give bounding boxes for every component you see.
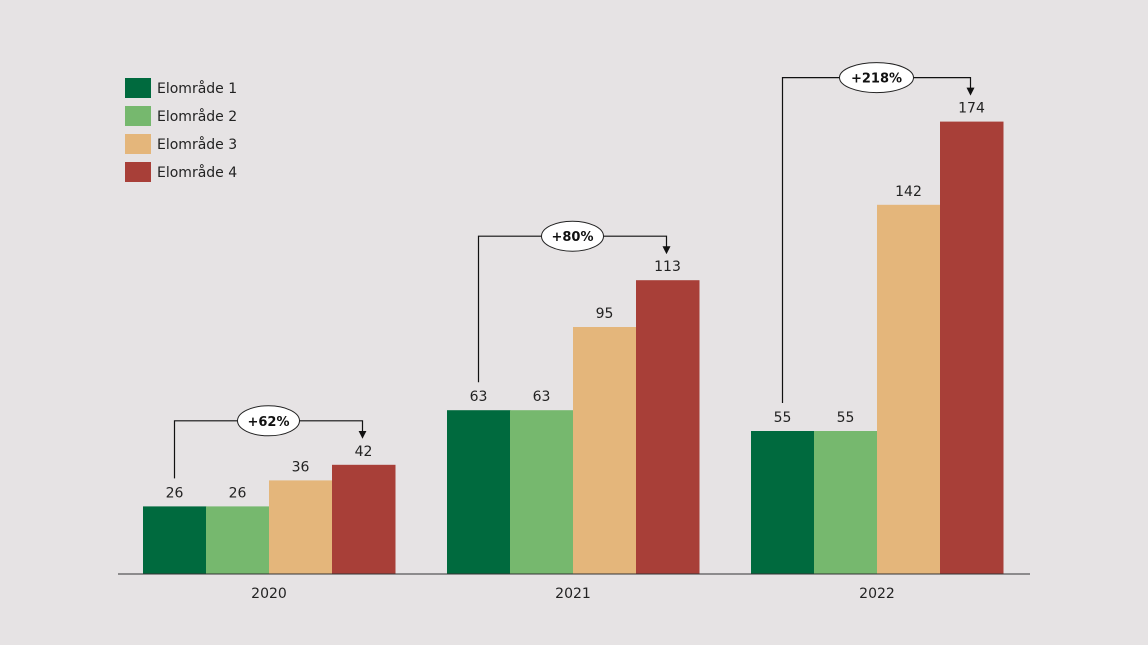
increase-label: +80% <box>551 230 593 245</box>
value-label-2020-series-2: 26 <box>229 485 247 501</box>
increase-annotation-2022: +218% <box>781 62 975 403</box>
legend-label-series-4: Elområde 4 <box>157 164 237 181</box>
value-label-2021-series-1: 63 <box>470 389 488 405</box>
increase-label: +218% <box>851 72 902 87</box>
increase-badge <box>839 62 914 94</box>
value-label-2021-series-2: 63 <box>533 389 551 405</box>
bar-2022-series-2 <box>814 431 878 574</box>
increase-annotation-2020: +62% <box>173 405 367 479</box>
legend: Elområde 1 Elområde 2 Elområde 3 Elområde 4 <box>125 78 237 182</box>
bar-2022-series-1 <box>751 431 815 574</box>
annotations: +62% +80% +218% <box>173 62 975 479</box>
value-label-2022-series-1: 55 <box>774 410 792 426</box>
value-label-2021-series-3: 95 <box>596 306 614 322</box>
legend-label-series-3: Elområde 3 <box>157 136 237 153</box>
increase-badge <box>237 405 300 437</box>
value-label-2021-series-4: 113 <box>654 259 681 275</box>
bar-2020-series-4 <box>332 464 396 574</box>
value-labels: 26 26 36 42 63 63 95 113 55 55 142 174 <box>166 101 985 502</box>
increase-annotation-2021: +80% <box>477 220 671 383</box>
legend-swatch-series-2 <box>125 106 151 126</box>
bar-2021-series-1 <box>447 410 511 574</box>
x-tick-label-2022: 2022 <box>859 586 895 602</box>
value-label-2022-series-3: 142 <box>895 184 922 200</box>
bar-2020-series-3 <box>269 480 333 574</box>
legend-swatch-series-4 <box>125 162 151 182</box>
legend-label-series-2: Elområde 2 <box>157 108 237 125</box>
x-tick-label-2021: 2021 <box>555 586 591 602</box>
bar-2021-series-3 <box>573 327 637 574</box>
bar-2021-series-2 <box>510 410 574 574</box>
legend-swatch-series-1 <box>125 78 151 98</box>
bar-2021-series-4 <box>636 280 700 574</box>
value-label-2020-series-1: 26 <box>166 485 184 501</box>
value-label-2022-series-2: 55 <box>837 410 855 426</box>
value-label-2020-series-4: 42 <box>355 444 373 460</box>
legend-label-series-1: Elområde 1 <box>157 80 237 97</box>
bar-2020-series-2 <box>206 506 270 574</box>
value-label-2020-series-3: 36 <box>292 459 310 475</box>
increase-label: +62% <box>247 415 289 430</box>
legend-swatch-series-3 <box>125 134 151 154</box>
x-tick-label-2020: 2020 <box>251 586 287 602</box>
bar-2022-series-4 <box>940 121 1004 574</box>
x-axis-tick-labels: 2020 2021 2022 <box>251 586 895 602</box>
bars <box>143 121 1004 575</box>
value-label-2022-series-4: 174 <box>958 101 985 117</box>
bar-2020-series-1 <box>143 506 207 574</box>
bar-2022-series-3 <box>877 204 941 575</box>
increase-badge <box>541 220 604 252</box>
